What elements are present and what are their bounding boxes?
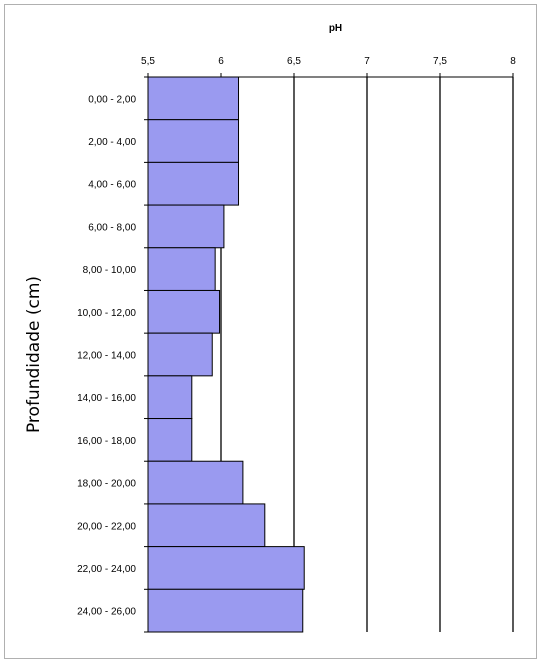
category-label: 14,00 - 16,00 (77, 393, 136, 404)
chart-title: pH (329, 23, 342, 34)
bar (147, 460, 244, 505)
category-label: 24,00 - 26,00 (77, 607, 136, 618)
category-label: 12,00 - 14,00 (77, 351, 136, 362)
bar (147, 119, 240, 163)
category-label: 2,00 - 4,00 (88, 137, 136, 148)
category-labels: 0,00 - 2,00 2,00 - 4,00 4,00 - 6,00 6,00 - … (77, 94, 136, 617)
category-label: 22,00 - 24,00 (77, 564, 136, 575)
bar (147, 418, 193, 462)
x-tick-label: 8 (510, 56, 516, 67)
bar (147, 546, 305, 590)
ph-depth-chart: pH Profundidade (cm) 5,5 6 6,5 7 7,5 8 0,00 -… (24, 23, 516, 633)
y-axis-title: Profundidade (cm) (24, 276, 44, 433)
bar (147, 588, 304, 633)
category-label: 18,00 - 20,00 (77, 479, 136, 490)
bar (147, 375, 193, 420)
bar (147, 204, 225, 249)
category-label: 0,00 - 2,00 (88, 94, 136, 105)
x-tick-label: 7,5 (433, 56, 447, 67)
bar (147, 76, 240, 121)
category-label: 16,00 - 18,00 (77, 436, 136, 447)
category-label: 20,00 - 22,00 (77, 521, 136, 532)
x-tick-label: 7 (364, 56, 370, 67)
bar (147, 161, 240, 206)
chart-frame: pH Profundidade (cm) 5,5 6 6,5 7 7,5 8 0,00 -… (4, 4, 537, 659)
bars (147, 76, 305, 633)
category-label: 8,00 - 10,00 (83, 265, 137, 276)
category-label: 10,00 - 12,00 (77, 308, 136, 319)
x-tick-labels: 5,5 6 6,5 7 7,5 8 (141, 56, 516, 67)
bar (147, 332, 213, 377)
category-label: 4,00 - 6,00 (88, 180, 136, 191)
category-label: 6,00 - 8,00 (88, 222, 136, 233)
x-tick-label: 6,5 (287, 56, 301, 67)
bar (147, 289, 221, 334)
axes (144, 73, 514, 633)
x-tick-label: 6 (218, 56, 224, 67)
bar (147, 247, 216, 291)
bar (147, 503, 266, 548)
x-tick-label: 5,5 (141, 56, 155, 67)
